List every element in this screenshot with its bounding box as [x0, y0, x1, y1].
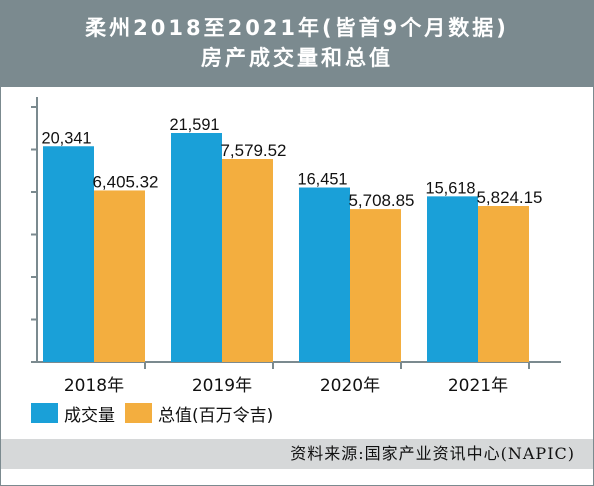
bar-volume — [427, 196, 478, 362]
data-label-value: 5,824.15 — [477, 188, 543, 207]
bar-value — [94, 190, 145, 362]
x-tick-label: 2019年 — [192, 376, 252, 396]
data-label-value: 7,579.52 — [221, 141, 287, 160]
bar-volume — [299, 187, 350, 362]
bar-volume — [171, 133, 222, 362]
legend-item-volume: 成交量 — [31, 401, 115, 426]
x-tick-label: 2021年 — [448, 376, 508, 396]
bar-volume — [43, 146, 94, 362]
source-note: 资料来源:国家产业资讯中心(NAPIC) — [1, 439, 593, 469]
data-label-value: 5,708.85 — [349, 191, 415, 210]
data-label-volume: 20,341 — [42, 128, 92, 147]
data-label-volume: 16,451 — [298, 170, 348, 189]
chart-header: 柔州2018至2021年(皆首9个月数据) 房产成交量和总值 — [1, 1, 593, 87]
chart-title: 柔州2018至2021年(皆首9个月数据) — [85, 16, 509, 40]
source-text: 资料来源:国家产业资讯中心(NAPIC) — [290, 444, 575, 463]
legend-label-value: 总值(百万令吉) — [158, 405, 274, 426]
bar-value — [350, 209, 401, 362]
bar-value — [222, 159, 273, 362]
chart-subtitle: 房产成交量和总值 — [201, 46, 393, 70]
bar-value — [478, 206, 529, 362]
legend-item-value: 总值(百万令吉) — [125, 401, 273, 426]
data-label-volume: 15,618 — [426, 178, 476, 197]
legend-swatch-volume — [31, 403, 58, 423]
x-tick-label: 2018年 — [64, 376, 124, 396]
plot-area: 20,341 6,405.32 2018年 21,591 7,579.52 2019年 16… — [21, 97, 577, 396]
data-label-value: 6,405.32 — [93, 172, 159, 191]
data-label-volume: 21,591 — [170, 115, 220, 134]
x-tick-label: 2020年 — [320, 376, 380, 396]
legend-label-volume: 成交量 — [64, 405, 115, 426]
legend-swatch-value — [125, 403, 152, 423]
legend: 成交量 总值(百万令吉) — [31, 400, 283, 426]
